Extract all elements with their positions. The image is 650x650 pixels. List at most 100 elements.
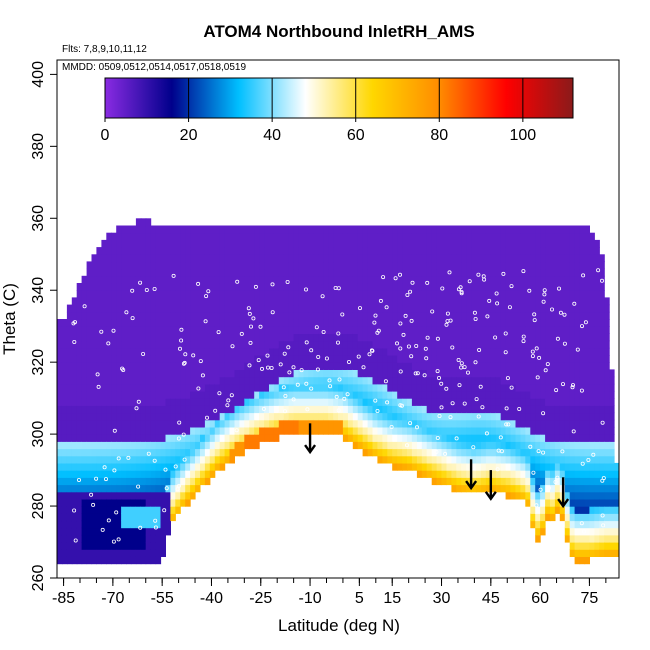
heatmap-cell (471, 477, 477, 486)
sample-point (454, 436, 459, 441)
heatmap-cell (471, 470, 477, 478)
sample-point (385, 400, 390, 405)
heatmap-cell (160, 275, 166, 284)
heatmap-cell (195, 369, 201, 378)
heatmap-cell (338, 254, 344, 263)
heatmap-cell (204, 340, 211, 349)
heatmap-cell (91, 405, 97, 414)
heatmap-cell (550, 470, 556, 478)
heatmap-cell (372, 383, 378, 392)
heatmap-cell (81, 340, 88, 349)
heatmap-cell (185, 275, 191, 284)
heatmap-cell (382, 455, 388, 464)
heatmap-cell (495, 239, 502, 248)
heatmap-cell (234, 247, 240, 255)
heatmap-cell (204, 390, 211, 399)
heatmap-cell (150, 491, 157, 500)
heatmap-cell (130, 304, 137, 313)
heatmap-cell (397, 225, 403, 234)
heatmap-cell (333, 304, 339, 313)
heatmap-cell (150, 290, 157, 298)
heatmap-cell (490, 470, 497, 478)
heatmap-cell (165, 383, 171, 392)
sample-point (444, 322, 449, 327)
heatmap-cell (121, 290, 127, 298)
heatmap-cell (121, 542, 127, 550)
heatmap-cell (357, 304, 364, 313)
sample-point (179, 327, 184, 332)
heatmap-cell (431, 355, 438, 363)
heatmap-cell (407, 405, 413, 414)
heatmap-cell (604, 491, 610, 500)
heatmap-cell (224, 290, 231, 298)
heatmap-cell (599, 383, 605, 392)
sample-point (562, 341, 567, 346)
heatmap-cell (224, 225, 231, 234)
heatmap-cell (426, 319, 433, 327)
heatmap-cell (298, 254, 305, 263)
heatmap-cell (397, 448, 403, 457)
heatmap-cell (254, 419, 260, 428)
heatmap-cell (550, 398, 556, 406)
heatmap-cell (333, 232, 339, 241)
heatmap-cell (411, 340, 418, 349)
heatmap-cell (564, 369, 571, 378)
heatmap-cell (554, 232, 561, 241)
heatmap-cell (490, 419, 497, 428)
heatmap-cell (490, 405, 497, 414)
heatmap-cell (490, 376, 497, 385)
heatmap-cell (525, 470, 531, 478)
sample-point (532, 312, 537, 317)
heatmap-cell (382, 355, 388, 363)
heatmap-cell (239, 398, 245, 406)
heatmap-cell (91, 520, 97, 529)
heatmap-cell (76, 455, 83, 464)
heatmap-cell (130, 254, 137, 263)
heatmap-cell (421, 462, 428, 471)
heatmap-cell (431, 448, 438, 457)
heatmap-cell (224, 405, 231, 414)
sample-point (425, 335, 430, 340)
heatmap-cell (249, 275, 255, 284)
heatmap-cell (101, 441, 107, 450)
heatmap-cell (180, 340, 186, 349)
heatmap-cell (313, 326, 319, 334)
heatmap-cell (515, 239, 521, 248)
heatmap-cell (204, 477, 211, 486)
heatmap-cell (91, 355, 97, 363)
heatmap-cell (224, 419, 231, 428)
heatmap-cell (116, 297, 122, 306)
heatmap-cell (569, 225, 576, 234)
heatmap-cell (288, 319, 295, 327)
heatmap-cell (476, 290, 482, 298)
heatmap-cell (402, 462, 408, 471)
heatmap-cell (135, 297, 142, 306)
heatmap-cell (249, 268, 255, 277)
heatmap-cell (367, 398, 374, 406)
heatmap-cell (589, 405, 595, 414)
heatmap-cell (540, 362, 546, 370)
heatmap-cell (510, 225, 516, 234)
heatmap-cell (244, 376, 250, 385)
heatmap-cell (550, 434, 556, 442)
heatmap-cell (76, 542, 83, 550)
heatmap-cell (550, 333, 556, 342)
heatmap-cell (505, 470, 512, 478)
heatmap-cell (416, 405, 423, 414)
y-tick-label: 340 (30, 277, 47, 304)
heatmap-cell (229, 355, 235, 363)
heatmap-cell (426, 254, 433, 263)
heatmap-cell (224, 369, 231, 378)
heatmap-cell (214, 311, 221, 320)
heatmap-cell (599, 426, 605, 435)
heatmap-cell (387, 455, 393, 464)
heatmap-cell (347, 405, 354, 414)
heatmap-cell (574, 376, 581, 385)
heatmap-cell (170, 362, 176, 370)
heatmap-cell (204, 419, 211, 428)
heatmap-cell (313, 390, 319, 399)
heatmap-cell (564, 477, 571, 486)
heatmap-cell (180, 477, 186, 486)
heatmap-cell (140, 470, 147, 478)
